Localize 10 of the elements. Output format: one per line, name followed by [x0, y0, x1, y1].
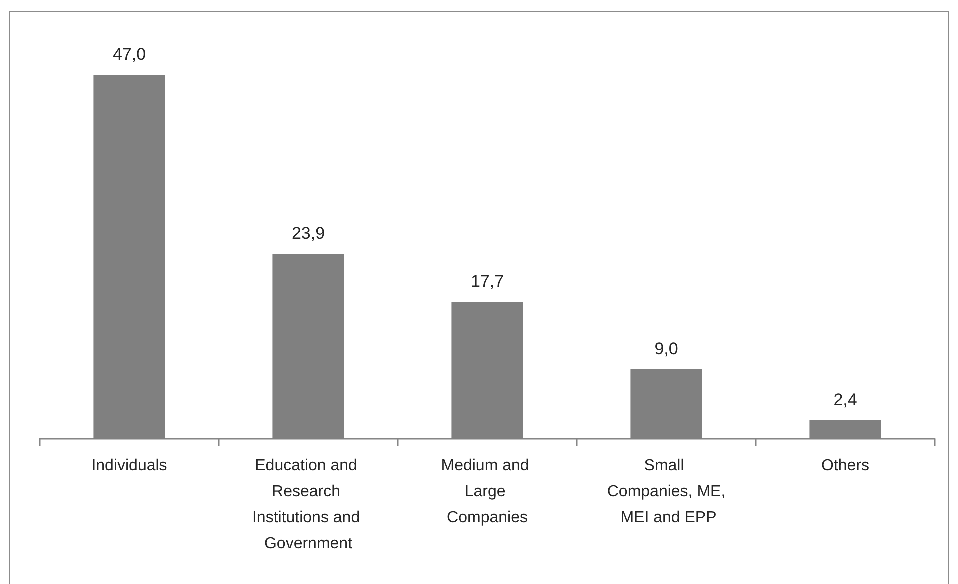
data-label: 17,7: [470, 272, 504, 291]
x-tick-label: Individuals: [92, 458, 168, 474]
data-label: 47,0: [112, 45, 146, 64]
x-tick-label: Education and Research Institutions and Government: [252, 458, 365, 552]
x-tick-label: Medium and Large Companies: [441, 458, 534, 526]
data-label: 2,4: [834, 390, 858, 410]
data-label: 9,0: [654, 339, 678, 358]
x-tick-label: Others: [821, 458, 870, 474]
data-label: 23,9: [292, 224, 326, 244]
x-tick-label: Small Companies, ME, MEI and EPP: [607, 458, 726, 526]
